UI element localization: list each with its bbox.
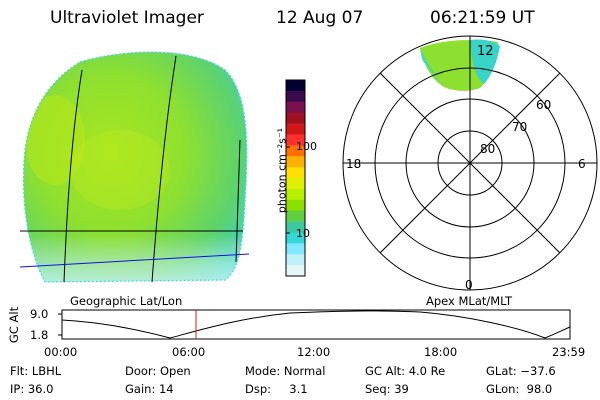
colorbar-swatch: [286, 90, 305, 103]
gain-info: Gain: 14: [125, 382, 174, 396]
mlt-label-0: 0: [465, 278, 473, 292]
date-label: 12 Aug 07: [276, 8, 364, 28]
time-label: 06:21:59 UT: [430, 8, 535, 28]
time-tick-2359: 23:59: [552, 345, 586, 359]
mlat-label-80: 80: [480, 142, 496, 156]
auroral-image-disc: [22, 51, 248, 283]
time-tick-0000: 00:00: [44, 345, 78, 359]
terminator-line: [19, 253, 250, 268]
colorbar-swatch: [286, 188, 305, 201]
apex-caption: Apex MLat/MLT: [426, 294, 513, 308]
mlt-label-12: 12: [477, 44, 494, 59]
time-tick-1200: 12:00: [297, 345, 331, 359]
seq-info: Seq: 39: [365, 382, 409, 396]
colorbar-swatch: [286, 134, 305, 146]
geographic-caption: Geographic Lat/Lon: [70, 294, 183, 308]
dsp-info: Dsp: 3.1: [245, 382, 308, 396]
colorbar-swatch: [286, 123, 305, 136]
geographic-grid: [20, 55, 243, 283]
colorbar-swatch: [286, 254, 305, 266]
glat-info: GLat: −37.6: [486, 364, 556, 378]
gc-alt-axis-label: GC Alt: [7, 306, 21, 344]
colorbar-label-100: 100: [296, 140, 317, 153]
colorbar-swatch: [286, 167, 305, 179]
gc-alt-ytick-high: 9.0: [30, 307, 49, 321]
gc-alt-info: GC Alt: 4.0 Re: [365, 364, 446, 378]
door-info: Door: Open: [125, 364, 191, 378]
time-tick-1800: 18:00: [424, 345, 458, 359]
colorbar-units-label: photon cm⁻²s⁻¹: [275, 127, 289, 214]
mlt-label-6: 6: [578, 157, 586, 171]
mlt-label-18: 18: [346, 157, 362, 171]
colorbar-swatch: [286, 232, 305, 244]
colorbar-swatch: [286, 243, 305, 255]
colorbar-swatch: [286, 178, 305, 190]
colorbar-frame: [285, 79, 306, 277]
gc-alt-plot: [58, 309, 571, 340]
colorbar-label-10: 10: [296, 227, 310, 240]
mode-info: Mode: Normal: [245, 364, 326, 378]
colorbar-swatch: [286, 145, 305, 157]
colorbar-swatch: [286, 112, 305, 125]
colorbar-swatch: [286, 156, 305, 168]
colorbar-swatch: [286, 210, 305, 223]
glon-info: GLon: 98.0: [486, 382, 553, 396]
instrument-title: Ultraviolet Imager: [50, 8, 204, 28]
colorbar-swatch: [286, 199, 305, 212]
colorbar-swatch: [286, 221, 305, 234]
polar-plot: [342, 35, 598, 291]
mlat-label-70: 70: [512, 120, 528, 134]
color-scale-bar: [285, 79, 306, 277]
colorbar-swatch: [286, 80, 305, 92]
gc-alt-ytick-low: 1.8: [30, 328, 49, 342]
mlat-label-60: 60: [536, 98, 552, 112]
gc-alt-curve: [61, 310, 571, 339]
ip-info: IP: 36.0: [10, 382, 54, 396]
colorbar-swatch: [286, 101, 305, 114]
filter-info: Flt: LBHL: [10, 364, 62, 378]
colorbar-swatch: [286, 265, 305, 277]
time-tick-0600: 06:00: [172, 345, 206, 359]
